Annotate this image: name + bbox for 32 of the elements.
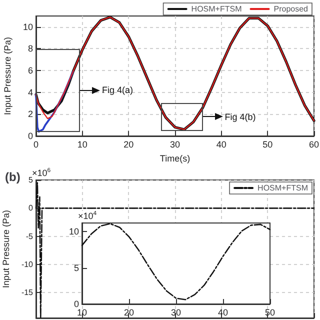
legend-label: HOSM+FTSM [191, 4, 242, 14]
x-tick-label: 60 [308, 140, 320, 150]
x-tick-label: 50 [262, 140, 273, 150]
x-tick-label: 30 [170, 308, 182, 318]
y-tick-label: 4 [28, 87, 33, 98]
y-tick-label: 0 [28, 131, 33, 141]
y-tick-label: 6 [28, 66, 33, 76]
x-tick-label: 20 [124, 140, 134, 150]
y-axis-title: Input Pressure (Pa) [1, 210, 12, 288]
x-tick-label: 40 [216, 140, 226, 150]
y-tick-label: 0 [28, 204, 34, 213]
y-tick-label: 8 [28, 44, 33, 54]
chart-title: (b) [5, 170, 20, 184]
legend-label: HOSM+FTSM [258, 184, 308, 192]
y-tick-label: 10 [68, 226, 79, 237]
x-tick-label: 20 [124, 308, 134, 318]
annotation: Fig 4(b) [224, 110, 256, 123]
y-axis-title: Input Pressure (Pa) [2, 36, 13, 116]
legend-label: Proposed [274, 4, 308, 14]
x-tick-label: 40 [218, 308, 228, 318]
y-tick-label: -15 [21, 288, 34, 298]
x-tick-label: 50 [264, 308, 276, 318]
y-tick-label: 10 [22, 22, 33, 32]
y-tick-label: 5 [28, 176, 34, 184]
x-axis-title: Time(s) [160, 153, 190, 164]
y-tick-label: -10 [21, 260, 34, 269]
x-tick-label: 30 [170, 140, 180, 150]
y-tick-label: -5 [26, 232, 34, 241]
annotation: Fig 4(a) [102, 84, 134, 96]
y-tick-label: 5 [74, 262, 79, 273]
y-tick-label: 2 [28, 109, 33, 120]
y-tick-label: 0 [74, 299, 79, 309]
